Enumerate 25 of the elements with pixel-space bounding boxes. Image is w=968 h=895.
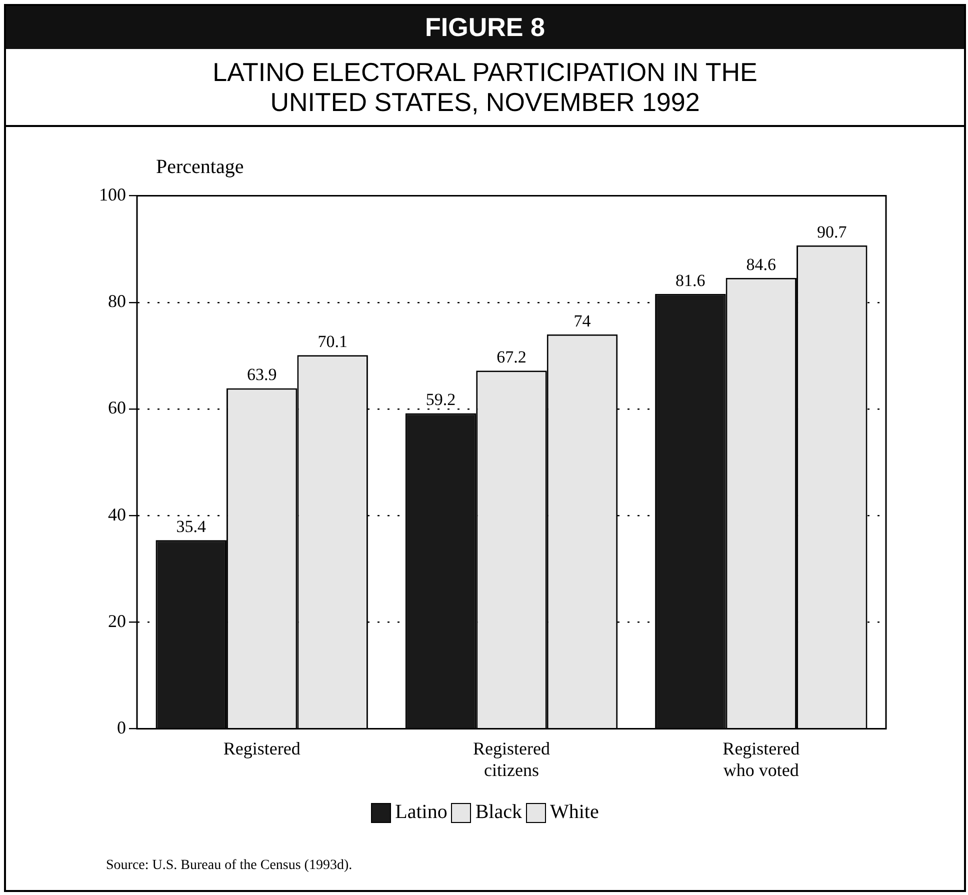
y-tick-label: 80: [108, 291, 126, 312]
y-tick-label: 40: [108, 504, 126, 524]
data-label: 67.2: [496, 348, 526, 367]
chart-subtitle: FIGURE 8: [6, 6, 964, 49]
data-label: 35.4: [176, 517, 206, 536]
y-axis-title: Percentage: [156, 156, 244, 179]
data-label: 84.6: [746, 254, 776, 274]
data-label: 74: [574, 311, 592, 330]
x-tick-label: Registered who voted: [722, 738, 800, 780]
y-tick-label: 0: [117, 718, 126, 738]
chart-title: LATINO ELECTORAL PARTICIPATION IN THE UNITED STATES, NOVEMBER 1992: [6, 49, 964, 127]
data-label: 70.1: [318, 332, 348, 352]
legend-label: Latino: [395, 801, 448, 824]
y-tick-label: 20: [108, 610, 126, 631]
y-tick-label: 100: [99, 184, 126, 205]
x-tick-label: Registered: [223, 738, 300, 758]
source-note: Source: U.S. Bureau of the Census (1993d).: [106, 858, 352, 874]
legend-label: White: [550, 801, 599, 824]
y-tick-label: 60: [108, 398, 126, 418]
data-label: 63.9: [246, 365, 277, 384]
legend-label: Black: [475, 801, 522, 824]
data-label: 81.6: [676, 270, 706, 290]
x-tick-label: Registered citizens: [473, 738, 550, 780]
data-label: 90.7: [817, 222, 848, 242]
data-label: 59.2: [426, 390, 456, 410]
